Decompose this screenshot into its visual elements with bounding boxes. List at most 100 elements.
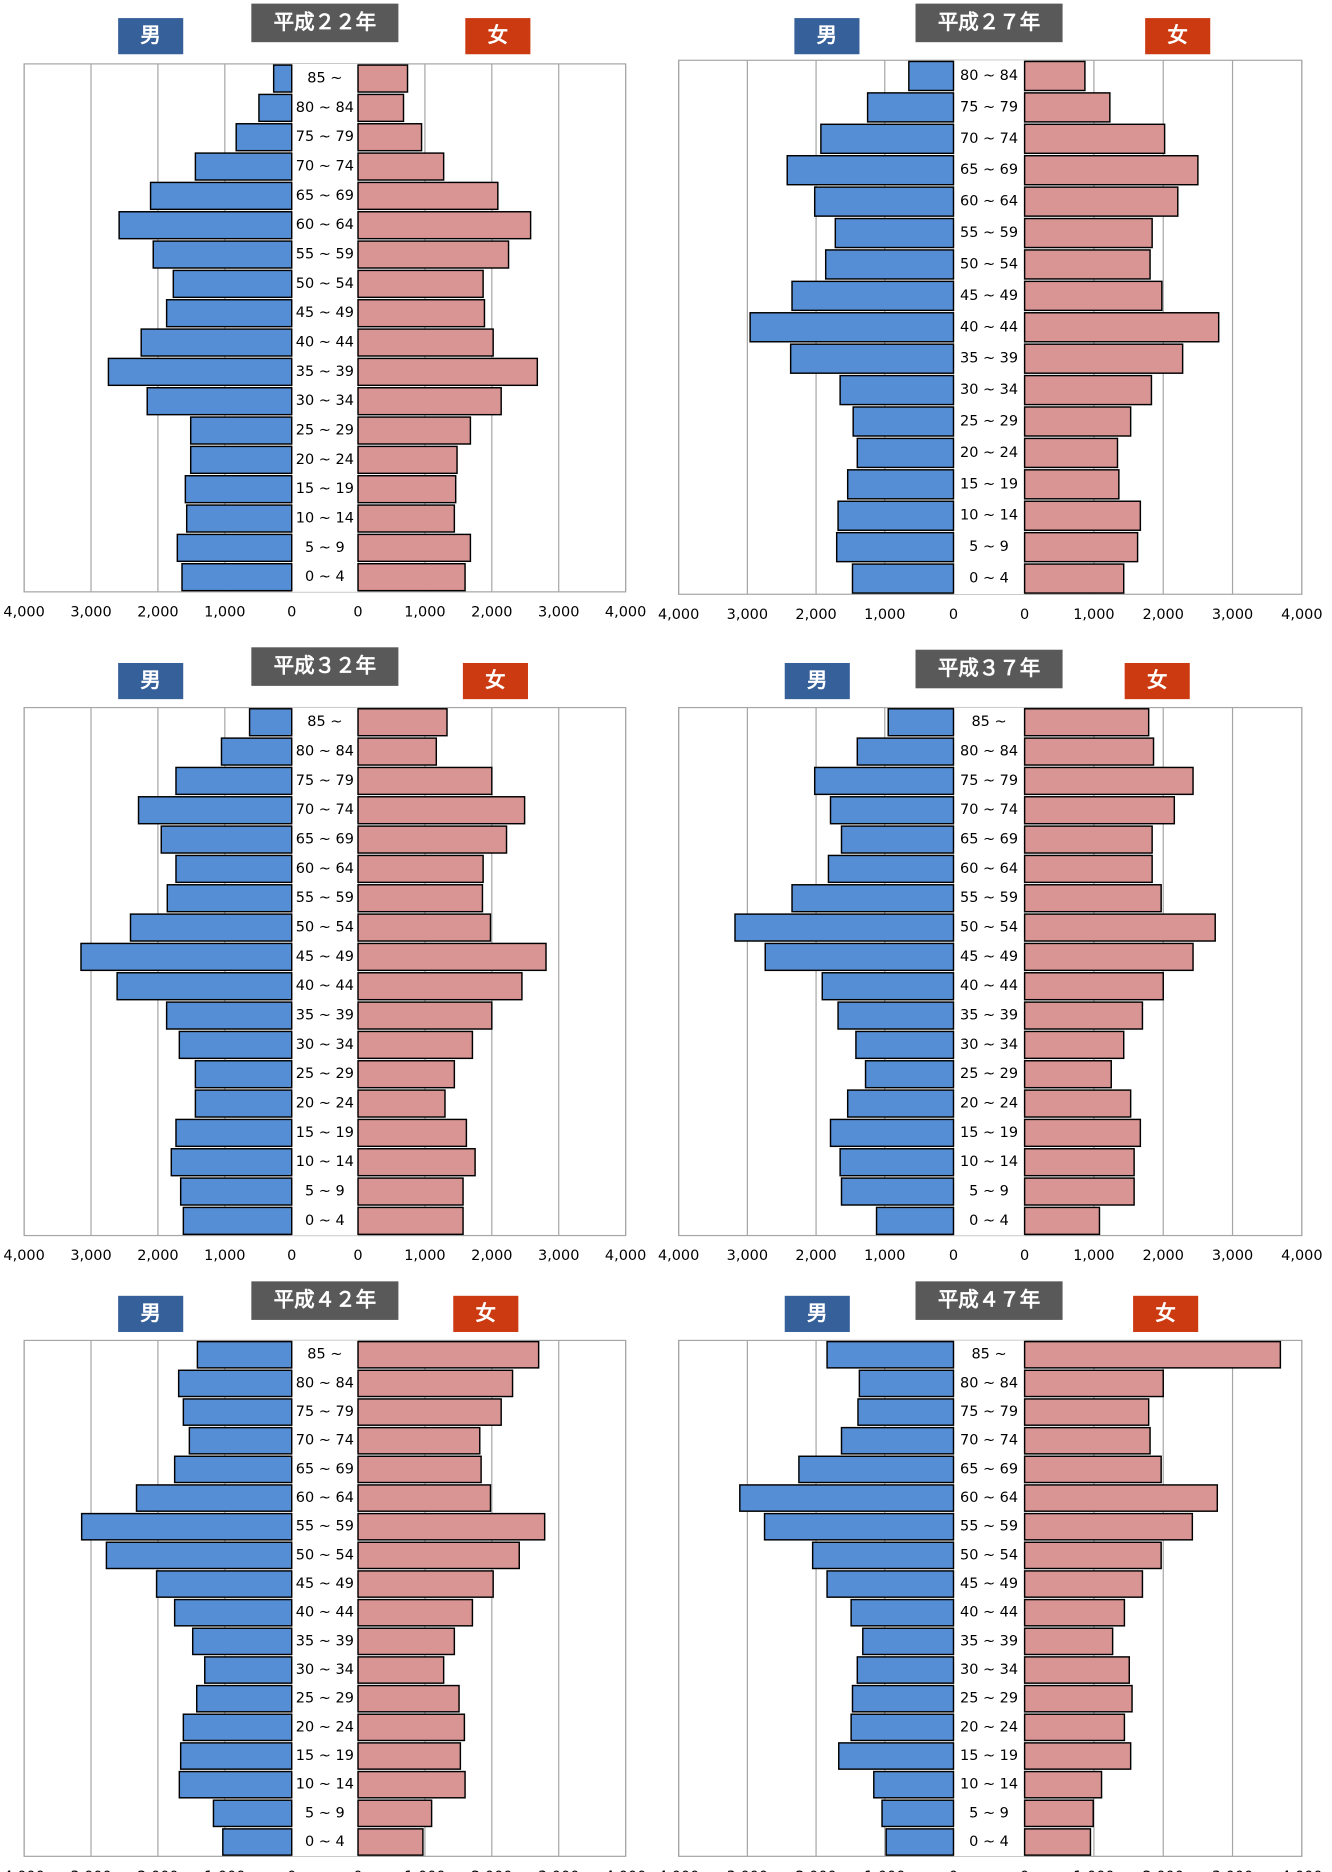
label-column xyxy=(291,1340,359,1857)
x-tick-label: 0 xyxy=(287,1248,296,1264)
bar xyxy=(357,181,499,211)
bar xyxy=(1023,972,1164,1001)
x-tick-label: 1,000 xyxy=(404,604,445,620)
bar xyxy=(357,854,484,884)
title-box xyxy=(251,3,399,43)
bar xyxy=(813,186,955,217)
x-tick-label: 1,000 xyxy=(204,1869,245,1872)
legend-label: 女 xyxy=(476,1301,497,1325)
category-label: 10 ~ 14 xyxy=(296,1154,354,1170)
bar xyxy=(258,93,293,123)
bar xyxy=(1023,1148,1135,1177)
x-tick-label: 3,000 xyxy=(727,1869,768,1872)
bar xyxy=(846,469,955,500)
x-tick-label: 1,000 xyxy=(1073,1248,1114,1264)
bar xyxy=(357,533,472,563)
bar xyxy=(1023,531,1139,563)
bar xyxy=(357,416,472,445)
category-label: 25 ~ 29 xyxy=(960,414,1018,430)
category-label: 20 ~ 24 xyxy=(296,452,354,468)
bar xyxy=(1023,343,1184,374)
x-tick-label: 3,000 xyxy=(1212,1248,1253,1264)
legend-box xyxy=(465,18,531,55)
bar xyxy=(178,1770,293,1799)
category-label: 20 ~ 24 xyxy=(960,1719,1018,1735)
bar xyxy=(357,1118,468,1148)
bar xyxy=(212,1799,293,1828)
bar xyxy=(175,854,293,884)
title-box xyxy=(251,647,399,686)
bar xyxy=(1023,942,1194,972)
bar xyxy=(357,1541,520,1570)
category-label: 40 ~ 44 xyxy=(296,1605,354,1621)
bar xyxy=(850,1598,955,1627)
x-tick-label: 2,000 xyxy=(471,1869,512,1872)
x-tick-label: 2,000 xyxy=(795,1248,836,1264)
bar xyxy=(189,416,293,445)
bar xyxy=(1023,825,1153,854)
bar xyxy=(179,1742,293,1770)
bar xyxy=(1023,854,1153,884)
bar xyxy=(1023,437,1119,469)
category-label: 20 ~ 24 xyxy=(960,445,1018,461)
bar xyxy=(357,825,508,854)
bar xyxy=(357,269,484,299)
category-label: 20 ~ 24 xyxy=(296,1719,354,1735)
x-tick-label: 1,000 xyxy=(404,1869,445,1872)
bar xyxy=(357,737,438,766)
bar xyxy=(160,825,293,854)
x-tick-label: 1,000 xyxy=(1073,607,1114,623)
category-label: 10 ~ 14 xyxy=(960,1154,1018,1170)
category-label: 30 ~ 34 xyxy=(296,1662,354,1678)
category-label: 35 ~ 39 xyxy=(296,364,354,380)
x-tick-label: 0 xyxy=(353,604,362,620)
category-label: 25 ~ 29 xyxy=(296,423,354,439)
x-tick-label: 4,000 xyxy=(1281,1248,1322,1264)
bar xyxy=(194,1089,293,1118)
bar xyxy=(1023,1484,1219,1512)
bar xyxy=(813,766,955,796)
x-tick-label: 0 xyxy=(1020,1248,1029,1264)
bar xyxy=(357,1627,456,1656)
x-tick-label: 4,000 xyxy=(3,1248,44,1264)
x-tick-label: 2,000 xyxy=(795,1869,836,1872)
bar xyxy=(357,152,445,181)
category-label: 55 ~ 59 xyxy=(960,225,1018,241)
bar xyxy=(875,1206,955,1236)
bar xyxy=(862,1627,955,1656)
bar xyxy=(1023,766,1194,796)
bar xyxy=(357,475,457,504)
bar xyxy=(839,374,955,406)
bar xyxy=(1023,1118,1142,1148)
bar xyxy=(188,1426,293,1455)
bar xyxy=(1023,1512,1194,1541)
bar xyxy=(165,1001,293,1030)
category-label: 55 ~ 59 xyxy=(960,1519,1018,1535)
x-tick-label: 3,000 xyxy=(727,607,768,623)
bar xyxy=(357,1398,502,1426)
x-tick-label: 3,000 xyxy=(538,1869,579,1872)
bar xyxy=(1023,1060,1112,1089)
bar xyxy=(357,1570,494,1598)
bar xyxy=(357,942,547,972)
bar xyxy=(357,1001,493,1030)
bar xyxy=(357,328,494,357)
legend-label: 女 xyxy=(1147,668,1168,692)
category-label: 0 ~ 4 xyxy=(305,1834,345,1850)
chart-title: 平成２２年 xyxy=(274,10,376,34)
bar xyxy=(357,1455,482,1484)
bar xyxy=(834,217,955,249)
category-label: 15 ~ 19 xyxy=(960,1125,1018,1141)
category-label: 60 ~ 64 xyxy=(960,861,1018,877)
category-label: 10 ~ 14 xyxy=(296,511,354,527)
category-label: 40 ~ 44 xyxy=(960,319,1018,335)
x-tick-label: 3,000 xyxy=(1212,1869,1253,1872)
bar xyxy=(173,1455,293,1484)
category-label: 15 ~ 19 xyxy=(960,1748,1018,1764)
bar xyxy=(357,1369,514,1398)
category-label: 25 ~ 29 xyxy=(960,1066,1018,1082)
legend-box xyxy=(453,1295,519,1332)
category-label: 75 ~ 79 xyxy=(296,129,354,145)
category-label: 35 ~ 39 xyxy=(296,1633,354,1649)
bar xyxy=(866,92,955,123)
